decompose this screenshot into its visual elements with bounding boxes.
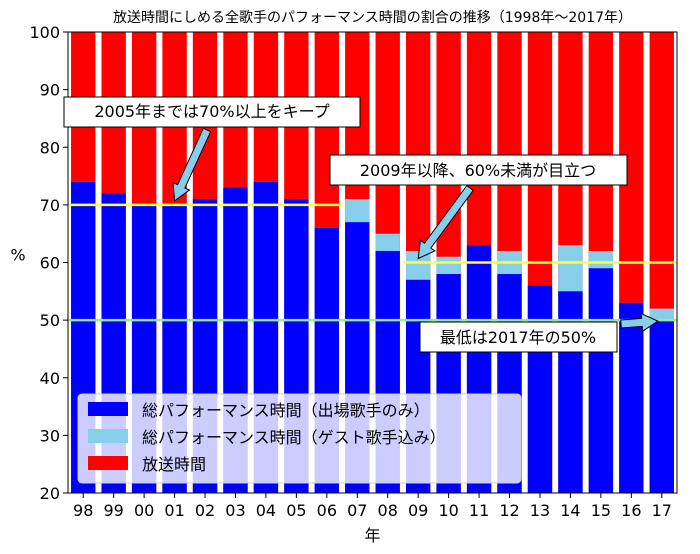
x-tick-label-13: 13 bbox=[530, 501, 550, 520]
x-axis: 98 99 00 01 02 03 04 05 06 07 08 09 10 11 12 13 14 15 16 17 bbox=[73, 493, 672, 520]
x-tick-label-04: 04 bbox=[256, 501, 276, 520]
x-tick-label-11: 11 bbox=[469, 501, 489, 520]
y-axis-label: % bbox=[10, 246, 25, 265]
legend-swatch bbox=[88, 456, 128, 470]
annotation-arrow bbox=[417, 184, 474, 260]
x-tick-label-05: 05 bbox=[286, 501, 306, 520]
annotation-text: 2009年以降、60%未満が目立つ bbox=[360, 161, 596, 180]
bar-series0-15 bbox=[588, 268, 614, 493]
legend-label: 総パフォーマンス時間（出場歌手のみ） bbox=[142, 401, 430, 420]
legend-label: 総パフォーマンス時間（ゲスト歌手込み） bbox=[142, 428, 446, 447]
annotation-arrow bbox=[172, 127, 212, 202]
reference-lines bbox=[68, 203, 677, 322]
bar-series0-16 bbox=[619, 302, 644, 493]
x-tick-label-98: 98 bbox=[73, 501, 93, 520]
legend-label: 放送時間 bbox=[142, 455, 206, 474]
y-tick-label: 50 bbox=[40, 311, 60, 330]
annotation-box bbox=[329, 154, 628, 186]
x-tick-label-07: 07 bbox=[347, 501, 367, 520]
x-tick-label-12: 12 bbox=[499, 501, 519, 520]
legend-frame bbox=[77, 393, 522, 484]
y-tick-label: 100 bbox=[29, 23, 60, 42]
x-tick-label-01: 01 bbox=[164, 501, 184, 520]
y-tick-label: 30 bbox=[40, 426, 60, 445]
bar-series0-17 bbox=[649, 320, 674, 493]
y-tick-label: 70 bbox=[40, 196, 60, 215]
x-tick-label-00: 00 bbox=[134, 501, 154, 520]
x-tick-label-08: 08 bbox=[378, 501, 398, 520]
annotations: 2005年までは70%以上をキープ 2009年以降、60%未満が目立つ最低は201… bbox=[63, 96, 659, 353]
annotation-text: 最低は2017年の50% bbox=[440, 328, 596, 347]
legend: 総パフォーマンス時間（出場歌手のみ） 総パフォーマンス時間（ゲスト歌手込み） 放送時… bbox=[77, 393, 522, 484]
legend-swatch bbox=[88, 402, 128, 416]
y-tick-label: 80 bbox=[40, 138, 60, 157]
y-tick-label: 20 bbox=[40, 484, 60, 503]
x-tick-label-03: 03 bbox=[225, 501, 245, 520]
chart-title: 放送時間にしめる全歌手のパフォーマンス時間の割合の推移（1998年〜2017年） bbox=[113, 9, 632, 26]
annotation-text: 2005年までは70%以上をキープ bbox=[94, 102, 329, 121]
x-tick-label-99: 99 bbox=[103, 501, 123, 520]
x-tick-label-17: 17 bbox=[652, 501, 672, 520]
annotation-box bbox=[419, 321, 618, 353]
y-tick-label: 40 bbox=[40, 369, 60, 388]
x-tick-label-10: 10 bbox=[438, 501, 458, 520]
x-tick-label-14: 14 bbox=[560, 501, 580, 520]
legend-swatch bbox=[88, 429, 128, 443]
x-tick-label-16: 16 bbox=[621, 501, 641, 520]
x-tick-label-06: 06 bbox=[317, 501, 337, 520]
y-tick-label: 90 bbox=[40, 81, 60, 100]
bar-series0-13 bbox=[527, 285, 553, 493]
x-axis-label: 年 bbox=[364, 526, 380, 545]
annotation-arrow bbox=[620, 312, 659, 333]
y-tick-label: 60 bbox=[40, 254, 60, 273]
annotation-box bbox=[63, 96, 361, 128]
x-tick-label-15: 15 bbox=[591, 501, 611, 520]
y-axis: 20 30 40 50 60 70 80 90 100 bbox=[29, 23, 68, 503]
x-tick-label-09: 09 bbox=[408, 501, 428, 520]
x-tick-label-02: 02 bbox=[195, 501, 215, 520]
